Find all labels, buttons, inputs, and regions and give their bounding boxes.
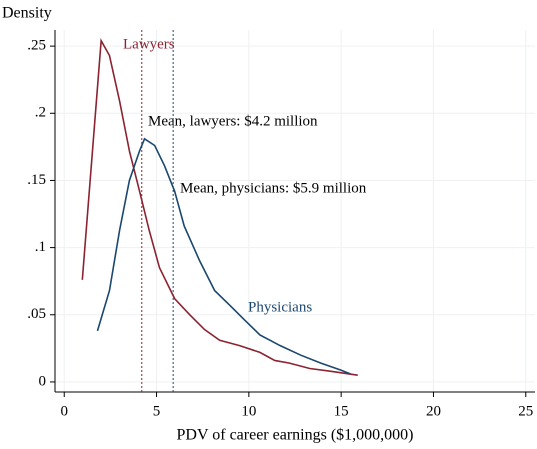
y-tick-label: .25 — [27, 38, 46, 54]
density-line — [96, 137, 351, 375]
series-label: Physicians — [248, 299, 312, 315]
x-tick-label: 15 — [334, 403, 349, 419]
density-line — [81, 38, 358, 377]
x-tick-label: 0 — [60, 403, 68, 419]
x-tick-label: 25 — [518, 403, 533, 419]
annotation: Mean, physicians: $5.9 million — [180, 180, 367, 196]
y-tick-label: 0 — [39, 373, 47, 389]
y-tick-label: .2 — [35, 105, 46, 121]
y-tick-label: .05 — [27, 306, 46, 322]
x-tick-label: 10 — [241, 403, 256, 419]
y-tick-label: .1 — [35, 239, 46, 255]
x-tick-label: 20 — [426, 403, 441, 419]
y-tick-label: .15 — [27, 172, 46, 188]
annotation: Mean, lawyers: $4.2 million — [148, 113, 318, 129]
series-label: Lawyers — [123, 36, 175, 52]
x-axis-label: PDV of career earnings ($1,000,000) — [177, 427, 414, 444]
y-axis-label: Density — [2, 5, 52, 22]
x-tick-label: 5 — [153, 403, 161, 419]
